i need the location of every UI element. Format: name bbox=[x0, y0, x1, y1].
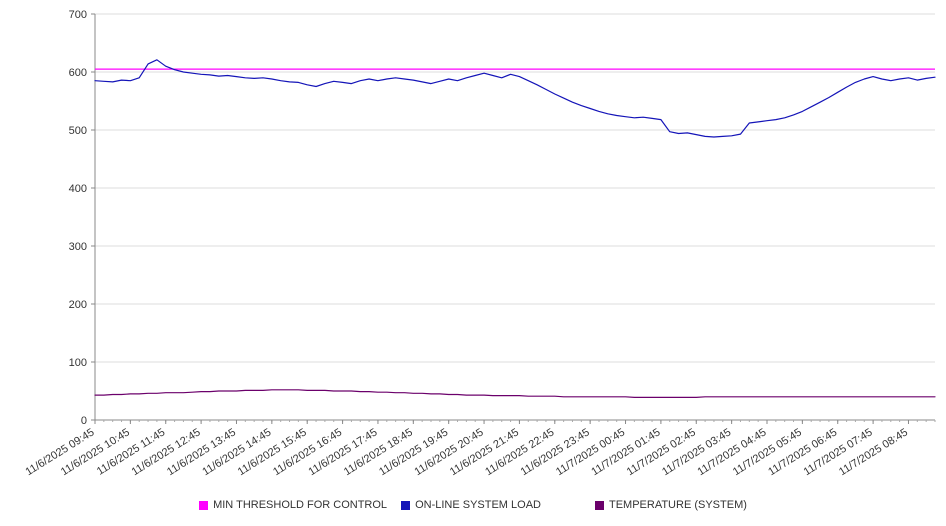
svg-text:700: 700 bbox=[69, 9, 87, 21]
svg-text:500: 500 bbox=[69, 125, 87, 137]
svg-text:0: 0 bbox=[81, 415, 87, 427]
svg-text:600: 600 bbox=[69, 67, 87, 79]
svg-text:400: 400 bbox=[69, 183, 87, 195]
legend-item-online-system-load: ON-LINE SYSTEM LOAD bbox=[401, 499, 541, 511]
legend-label-online-system-load: ON-LINE SYSTEM LOAD bbox=[415, 499, 541, 511]
chart-legend: MIN THRESHOLD FOR CONTROL ON-LINE SYSTEM… bbox=[0, 490, 946, 520]
legend-label-min-threshold: MIN THRESHOLD FOR CONTROL bbox=[213, 499, 388, 511]
legend-swatch-temperature-system-icon bbox=[594, 500, 604, 510]
legend-item-temperature-system: TEMPERATURE (SYSTEM) bbox=[594, 499, 747, 511]
svg-text:200: 200 bbox=[69, 299, 87, 311]
legend-swatch-min-threshold-icon bbox=[199, 500, 209, 510]
legend-item-min-threshold: MIN THRESHOLD FOR CONTROL bbox=[199, 499, 387, 511]
svg-text:100: 100 bbox=[69, 357, 87, 369]
legend-label-temperature-system: TEMPERATURE (SYSTEM) bbox=[608, 499, 747, 511]
legend-swatch-online-system-load-icon bbox=[401, 500, 411, 510]
svg-text:300: 300 bbox=[69, 241, 87, 253]
